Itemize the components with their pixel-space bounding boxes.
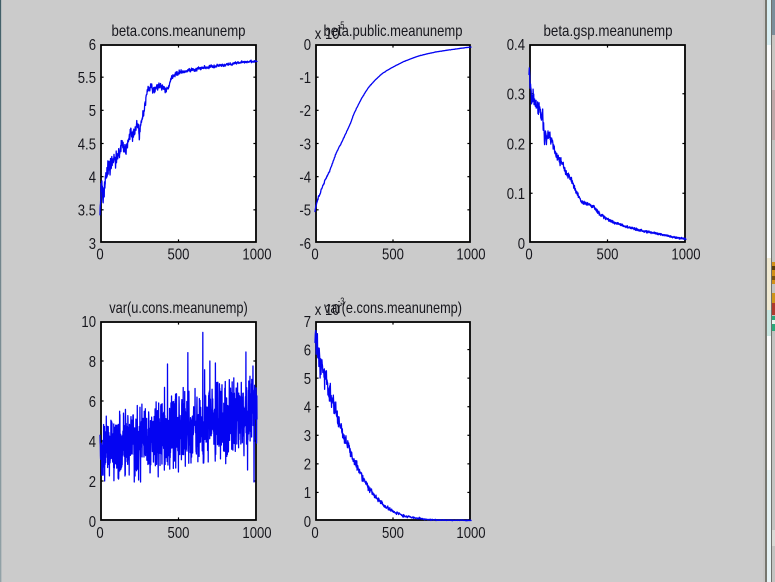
svg-text:6: 6 (89, 37, 96, 54)
svg-text:500: 500 (168, 246, 190, 263)
svg-text:4: 4 (89, 169, 96, 186)
svg-text:-2: -2 (299, 103, 311, 120)
svg-text:6: 6 (89, 394, 96, 411)
svg-text:500: 500 (382, 525, 404, 542)
svg-text:1000: 1000 (456, 525, 485, 542)
svg-text:0.2: 0.2 (507, 136, 525, 153)
svg-text:2: 2 (89, 474, 96, 491)
svg-text:x 10: x 10 (315, 26, 340, 43)
svg-text:0: 0 (311, 525, 318, 542)
svg-text:0: 0 (304, 514, 311, 531)
svg-text:-1: -1 (299, 70, 311, 87)
svg-text:0.3: 0.3 (507, 86, 525, 103)
svg-text:-3: -3 (299, 136, 311, 153)
svg-text:10: 10 (81, 314, 96, 331)
svg-text:-4: -4 (299, 169, 311, 186)
svg-text:7: 7 (304, 314, 311, 331)
svg-text:0.1: 0.1 (507, 186, 525, 203)
svg-text:0: 0 (304, 37, 311, 54)
svg-text:4.5: 4.5 (78, 136, 96, 153)
svg-text:500: 500 (168, 525, 190, 542)
svg-text:0: 0 (89, 514, 96, 531)
svg-text:0: 0 (96, 246, 103, 263)
svg-text:-5: -5 (338, 19, 345, 30)
svg-text:3.5: 3.5 (78, 203, 96, 220)
svg-text:5.5: 5.5 (78, 70, 96, 87)
svg-text:1000: 1000 (456, 246, 485, 263)
svg-text:1000: 1000 (242, 525, 271, 542)
svg-text:500: 500 (382, 246, 404, 263)
svg-text:var(e.cons.meanunemp): var(e.cons.meanunemp) (324, 300, 462, 317)
svg-text:-6: -6 (299, 236, 311, 253)
svg-text:beta.public.meanunemp: beta.public.meanunemp (324, 23, 463, 40)
svg-text:8: 8 (89, 354, 96, 371)
svg-text:1000: 1000 (242, 246, 271, 263)
svg-text:0: 0 (96, 525, 103, 542)
svg-text:beta.gsp.meanunemp: beta.gsp.meanunemp (544, 23, 673, 40)
svg-text:-5: -5 (299, 203, 311, 220)
svg-text:4: 4 (304, 399, 311, 416)
svg-text:0: 0 (311, 246, 318, 263)
svg-text:-3: -3 (338, 295, 345, 306)
svg-text:4: 4 (89, 434, 96, 451)
svg-text:5: 5 (89, 103, 96, 120)
svg-text:6: 6 (304, 342, 311, 359)
svg-text:500: 500 (597, 246, 619, 263)
svg-text:2: 2 (304, 457, 311, 474)
svg-text:1: 1 (304, 485, 311, 502)
svg-text:beta.cons.meanunemp: beta.cons.meanunemp (112, 23, 246, 40)
svg-text:3: 3 (304, 428, 311, 445)
svg-text:var(u.cons.meanunemp): var(u.cons.meanunemp) (109, 300, 248, 317)
svg-text:3: 3 (89, 236, 96, 253)
svg-text:1000: 1000 (671, 246, 700, 263)
svg-text:5: 5 (304, 371, 311, 388)
svg-text:0: 0 (525, 246, 532, 263)
svg-text:0: 0 (518, 236, 525, 253)
svg-text:0.4: 0.4 (507, 37, 525, 54)
svg-text:x 10: x 10 (315, 302, 340, 319)
